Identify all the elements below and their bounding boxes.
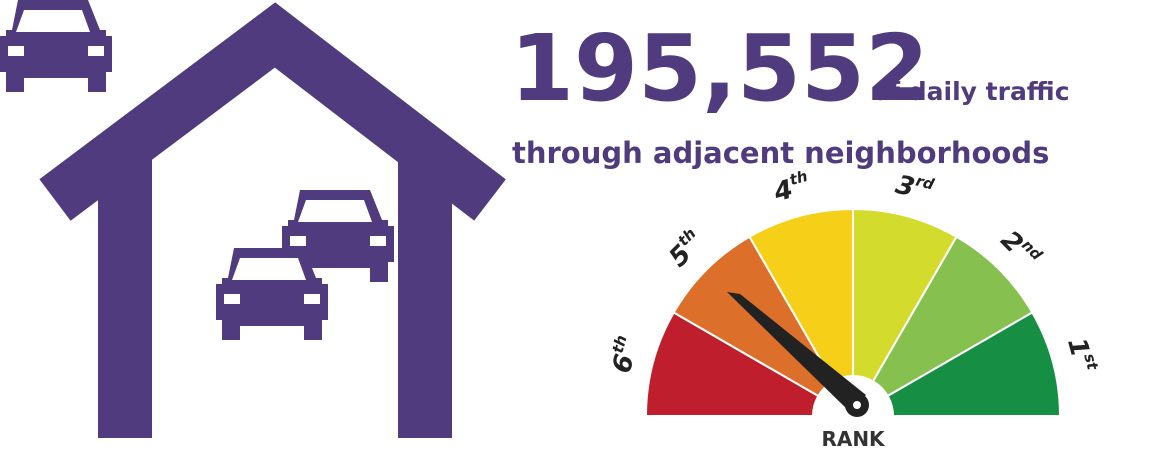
- headline-subtitle: through adjacent neighborhoods: [512, 136, 1049, 170]
- rank-label: 4th: [769, 166, 813, 207]
- rank-label: 1st: [1062, 334, 1103, 376]
- left-wall: [98, 150, 152, 438]
- gauge-segment: [871, 235, 1034, 398]
- headline-suffix: of daily traffic: [872, 77, 1070, 106]
- car: [0, 0, 112, 92]
- right-wall: [398, 150, 452, 438]
- gauge: 6th 5th 4th 3rd 2nd 1st: [603, 166, 1103, 417]
- rank-ordinal: st: [1081, 351, 1103, 372]
- gauge-segment: [852, 207, 958, 383]
- rank-ordinal: th: [788, 166, 810, 188]
- rank-label: 5th: [661, 224, 710, 273]
- gauge-segment: [886, 311, 1062, 417]
- needle-pin: [853, 401, 861, 409]
- house-icon: [0, 0, 506, 438]
- gauge-segment: [644, 311, 820, 417]
- rank-label: 6th: [603, 333, 644, 376]
- rank-ordinal: rd: [914, 171, 936, 193]
- rank-ordinal: th: [608, 333, 630, 355]
- roof: [39, 2, 506, 221]
- gauge-label: RANK: [821, 427, 886, 450]
- rank-label: 3rd: [893, 166, 937, 207]
- rank-label: 2nd: [995, 223, 1046, 274]
- needle: [727, 292, 866, 412]
- headline-number: 195,552: [510, 15, 929, 122]
